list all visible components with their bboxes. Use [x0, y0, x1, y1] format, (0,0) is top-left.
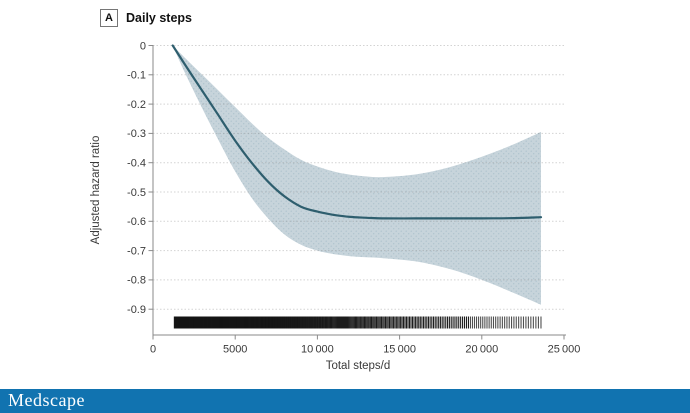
x-tick-label: 5000 [223, 344, 247, 356]
medscape-bar: Medscape [0, 389, 690, 413]
medscape-logo: Medscape [8, 390, 85, 410]
y-tick-label: -0.6 [127, 216, 146, 228]
rug-plot [173, 316, 542, 329]
y-axis-title: Adjusted hazard ratio [90, 136, 102, 245]
panel-label-box: A [100, 9, 118, 27]
y-tick-label: -0.3 [127, 128, 146, 140]
x-tick-label: 10 000 [301, 344, 334, 356]
panel-label: A [105, 12, 113, 24]
y-tick-label: -0.5 [127, 187, 146, 199]
panel-header: A Daily steps [100, 9, 192, 27]
y-tick-label: -0.8 [127, 275, 146, 287]
y-tick-label: -0.2 [127, 99, 146, 111]
x-tick-label: 20 000 [465, 344, 498, 356]
x-axis-title: Total steps/d [326, 360, 391, 372]
panel-title: Daily steps [126, 11, 193, 25]
x-tick-label: 25 000 [548, 344, 581, 356]
axes: 0 -0.1 -0.2 -0.3 -0.4 -0.5 -0.6 -0.7 -0.8 -0.9 0 50… [127, 40, 580, 355]
confidence-band [172, 45, 541, 305]
y-tick-label: -0.7 [127, 245, 146, 257]
y-tick-label: 0 [140, 40, 146, 52]
hazard-curve [171, 44, 543, 220]
gridlines [153, 45, 566, 310]
hazard-ratio-chart: 0 -0.1 -0.2 -0.3 -0.4 -0.5 -0.6 -0.7 -0.8 -0.9 0 50… [90, 40, 580, 372]
y-tick-label: -0.1 [127, 70, 146, 82]
y-tick-label: -0.4 [127, 158, 146, 170]
x-tick-label: 15 000 [383, 344, 416, 356]
x-tick-label: 0 [150, 344, 156, 356]
y-tick-label: -0.9 [127, 304, 146, 316]
